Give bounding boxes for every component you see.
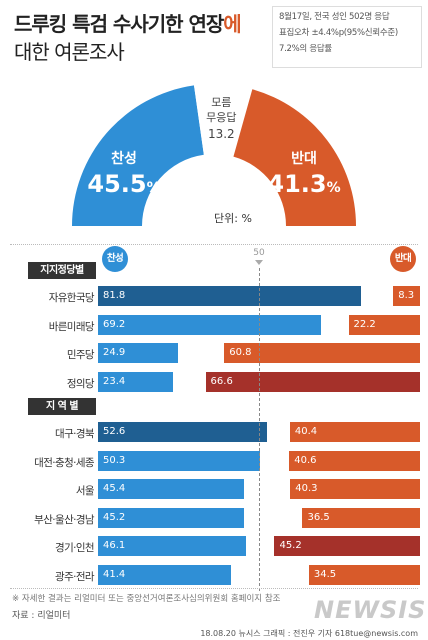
oppose-value: 40.3: [295, 483, 318, 494]
pie-slice: [72, 85, 204, 226]
favor-bar: [98, 314, 321, 335]
oppose-value: 8.3: [398, 290, 415, 301]
pie-value: 45.5%: [87, 170, 160, 198]
oppose-bar: [224, 343, 420, 363]
oppose-badge: 반대: [390, 246, 416, 272]
favor-value: 46.1: [103, 540, 126, 551]
oppose-value: 40.6: [294, 454, 317, 466]
favor-bar: [98, 479, 245, 499]
favor-bar: [98, 450, 260, 471]
row-label: 서울: [75, 485, 95, 497]
oppose-bar: [290, 479, 420, 499]
oppose-bar: [302, 507, 420, 528]
title-line1: 드루킹 특검 수사기한 연장에: [14, 8, 242, 37]
pie-slice: [193, 84, 253, 157]
source-label: 자료 : 리얼미터: [12, 611, 71, 621]
section-label: 지지정당별: [28, 262, 96, 279]
note-line: 7.2%의 응답률: [279, 44, 332, 54]
favor-bar: [98, 507, 244, 528]
oppose-bar: [348, 314, 420, 335]
pie-value: 13.2: [208, 127, 235, 141]
oppose-bar: [393, 286, 420, 306]
pie-label: 반대: [291, 150, 317, 167]
favor-value: 69.2: [103, 318, 126, 330]
row-label: 민주당: [66, 349, 95, 361]
oppose-bar: [274, 536, 420, 556]
title-highlight: 드루킹 특검 수사기한 연장: [14, 12, 224, 36]
pie-label: 찬성: [111, 150, 137, 167]
favor-value: 50.3: [103, 454, 126, 466]
favor-value: 23.4: [103, 375, 126, 387]
favor-bar: [98, 564, 232, 585]
favor-bar: [98, 343, 179, 363]
favor-badge: 찬성: [102, 246, 128, 272]
row-label: 경기·인천: [55, 542, 95, 554]
title-suffix: 에: [223, 12, 241, 36]
favor-value: 81.8: [103, 290, 126, 301]
row-label: 대전·충청·세종: [34, 456, 94, 469]
midline-label: 50: [253, 248, 265, 258]
midline: [259, 268, 260, 591]
row-label: 정의당: [66, 377, 95, 390]
oppose-value: 36.5: [307, 511, 330, 523]
favor-bar: [98, 536, 247, 556]
oppose-bar: [205, 371, 420, 392]
row-label: 대구·경북: [55, 428, 95, 440]
oppose-value: 45.2: [279, 540, 302, 551]
row-label: 바른미래당: [48, 320, 95, 333]
pie-label: 무응답: [206, 111, 236, 124]
note-line: 8월17일, 전국 성인 502명 응답: [279, 12, 390, 22]
oppose-bar: [308, 564, 420, 585]
favor-bar: [98, 371, 174, 392]
credit-line: 18.08.20 뉴시스 그래픽 : 전진우 기자 618tue@newsis.…: [200, 629, 418, 638]
pie-value: 41.3%: [267, 170, 340, 198]
newsis-logo: NEWSIS: [314, 596, 427, 624]
favor-value: 41.4: [103, 568, 126, 580]
title-line2: 대한 여론조사: [14, 40, 125, 64]
oppose-value: 22.2: [353, 318, 376, 330]
oppose-bar: [289, 450, 420, 471]
unit-label: 단위: %: [214, 212, 252, 225]
midline-arrow-icon: [255, 260, 263, 265]
oppose-value: 40.4: [294, 426, 318, 437]
divider: [10, 588, 418, 589]
favor-value: 45.2: [103, 511, 126, 523]
favor-value: 24.9: [103, 347, 126, 358]
row-label: 자유한국당: [48, 292, 95, 304]
favor-bar: [98, 286, 362, 306]
favor-bar: [98, 422, 268, 442]
favor-value: 52.6: [103, 426, 126, 437]
section-label: 지 역 별: [28, 398, 96, 415]
oppose-value: 34.5: [313, 568, 337, 580]
row-label: 부산·울산·경남: [34, 513, 94, 526]
favor-value: 45.4: [103, 483, 126, 494]
oppose-value: 60.8: [229, 347, 252, 358]
oppose-value: 66.6: [210, 375, 233, 387]
row-label: 광주·전라: [55, 570, 95, 583]
oppose-bar: [289, 422, 420, 442]
pie-label: 모름: [211, 96, 231, 109]
note-line: 표집오차 ±4.4%p(95%신뢰수준): [279, 28, 398, 38]
footnote: ※ 자세한 결과는 리얼미터 또는 중앙선거여론조사심의위원회 홈페이지 참조: [12, 594, 281, 604]
survey-notes: 8월17일, 전국 성인 502명 응답 표집오차 ±4.4%p(95%신뢰수준…: [272, 6, 422, 68]
divider: [10, 244, 418, 245]
pie-slice: [233, 89, 356, 226]
